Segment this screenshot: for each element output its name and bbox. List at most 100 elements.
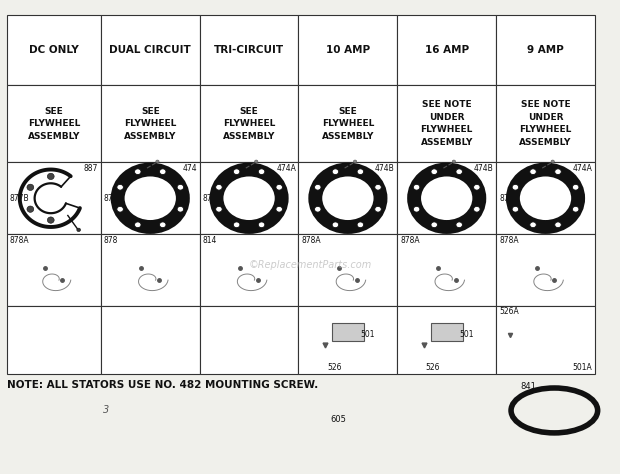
Bar bbox=[496, 234, 595, 306]
Ellipse shape bbox=[177, 184, 184, 190]
Text: 474: 474 bbox=[182, 164, 197, 173]
Text: NOTE: ALL STATORS USE NO. 482 MOUNTING SCREW.: NOTE: ALL STATORS USE NO. 482 MOUNTING S… bbox=[7, 380, 318, 390]
Bar bbox=[101, 162, 200, 234]
Text: 526: 526 bbox=[327, 363, 342, 372]
Text: 3: 3 bbox=[103, 405, 109, 415]
Ellipse shape bbox=[456, 222, 463, 228]
Ellipse shape bbox=[135, 222, 141, 228]
Ellipse shape bbox=[357, 222, 364, 228]
Bar bbox=[431, 322, 463, 340]
Text: 841: 841 bbox=[520, 382, 536, 391]
Bar bbox=[200, 162, 298, 234]
Text: 526: 526 bbox=[426, 363, 440, 372]
Ellipse shape bbox=[357, 169, 364, 174]
Ellipse shape bbox=[551, 160, 554, 163]
Ellipse shape bbox=[529, 222, 536, 228]
Ellipse shape bbox=[216, 184, 222, 190]
Ellipse shape bbox=[27, 206, 33, 212]
Text: 474B: 474B bbox=[474, 164, 494, 173]
Text: TRI-CIRCUIT: TRI-CIRCUIT bbox=[214, 45, 284, 55]
Text: 474B: 474B bbox=[375, 164, 395, 173]
Text: SEE NOTE
UNDER
FLYWHEEL
ASSEMBLY: SEE NOTE UNDER FLYWHEEL ASSEMBLY bbox=[520, 100, 572, 147]
Ellipse shape bbox=[555, 222, 561, 228]
Ellipse shape bbox=[136, 186, 164, 210]
Ellipse shape bbox=[314, 184, 321, 190]
Bar bbox=[101, 15, 200, 85]
Text: 501: 501 bbox=[459, 330, 474, 339]
Text: 878: 878 bbox=[104, 236, 118, 245]
Bar bbox=[397, 162, 496, 234]
Text: 16 AMP: 16 AMP bbox=[425, 45, 469, 55]
Text: 877B: 877B bbox=[203, 194, 223, 203]
Ellipse shape bbox=[259, 169, 265, 174]
Bar bbox=[397, 234, 496, 306]
Ellipse shape bbox=[77, 228, 81, 232]
Ellipse shape bbox=[532, 186, 559, 210]
Ellipse shape bbox=[431, 222, 438, 228]
Ellipse shape bbox=[47, 217, 54, 223]
Text: DC ONLY: DC ONLY bbox=[29, 45, 79, 55]
Ellipse shape bbox=[512, 206, 519, 212]
Text: 605: 605 bbox=[330, 415, 346, 424]
Text: DUAL CIRCUIT: DUAL CIRCUIT bbox=[109, 45, 191, 55]
Text: 10 AMP: 10 AMP bbox=[326, 45, 370, 55]
Ellipse shape bbox=[414, 184, 420, 190]
Ellipse shape bbox=[456, 169, 463, 174]
Ellipse shape bbox=[414, 206, 420, 212]
Text: SEE
FLYWHEEL
ASSEMBLY: SEE FLYWHEEL ASSEMBLY bbox=[223, 107, 275, 141]
Bar bbox=[397, 85, 496, 162]
Ellipse shape bbox=[474, 184, 480, 190]
Bar bbox=[298, 85, 397, 162]
Ellipse shape bbox=[512, 184, 519, 190]
Bar bbox=[496, 306, 595, 374]
Ellipse shape bbox=[233, 169, 240, 174]
Ellipse shape bbox=[474, 206, 480, 212]
Ellipse shape bbox=[27, 184, 33, 191]
Text: 878A: 878A bbox=[10, 236, 30, 245]
Bar bbox=[397, 15, 496, 85]
Ellipse shape bbox=[452, 160, 456, 163]
Ellipse shape bbox=[233, 222, 240, 228]
Ellipse shape bbox=[334, 186, 361, 210]
Bar bbox=[298, 15, 397, 85]
Text: 877B: 877B bbox=[10, 194, 30, 203]
Ellipse shape bbox=[177, 206, 184, 212]
Text: SEE NOTE
UNDER
FLYWHEEL
ASSEMBLY: SEE NOTE UNDER FLYWHEEL ASSEMBLY bbox=[420, 100, 473, 147]
Ellipse shape bbox=[235, 186, 263, 210]
Text: 474A: 474A bbox=[573, 164, 593, 173]
Bar bbox=[298, 234, 397, 306]
Bar bbox=[496, 162, 595, 234]
Bar bbox=[496, 15, 595, 85]
Text: 814: 814 bbox=[203, 236, 217, 245]
Ellipse shape bbox=[314, 206, 321, 212]
Ellipse shape bbox=[555, 169, 561, 174]
Ellipse shape bbox=[156, 160, 159, 163]
Text: 878A: 878A bbox=[301, 236, 321, 245]
Ellipse shape bbox=[216, 206, 222, 212]
Ellipse shape bbox=[433, 186, 461, 210]
Ellipse shape bbox=[353, 160, 356, 163]
Ellipse shape bbox=[117, 206, 123, 212]
Ellipse shape bbox=[159, 222, 166, 228]
Text: ©ReplacementParts.com: ©ReplacementParts.com bbox=[249, 260, 371, 270]
Text: SEE
FLYWHEEL
ASSEMBLY: SEE FLYWHEEL ASSEMBLY bbox=[124, 107, 177, 141]
Ellipse shape bbox=[117, 184, 123, 190]
Text: SEE
FLYWHEEL
ASSEMBLY: SEE FLYWHEEL ASSEMBLY bbox=[28, 107, 80, 141]
Bar bbox=[298, 306, 397, 374]
Bar bbox=[298, 162, 397, 234]
Bar bbox=[101, 306, 200, 374]
Ellipse shape bbox=[529, 169, 536, 174]
Bar bbox=[496, 85, 595, 162]
Bar bbox=[200, 234, 298, 306]
Ellipse shape bbox=[374, 206, 381, 212]
Ellipse shape bbox=[374, 184, 381, 190]
Text: 887: 887 bbox=[84, 164, 99, 173]
Text: 9 AMP: 9 AMP bbox=[527, 45, 564, 55]
Bar bbox=[7, 306, 101, 374]
Ellipse shape bbox=[332, 169, 339, 174]
Ellipse shape bbox=[276, 184, 283, 190]
Text: SEE
FLYWHEEL
ASSEMBLY: SEE FLYWHEEL ASSEMBLY bbox=[322, 107, 374, 141]
Text: 526A: 526A bbox=[499, 308, 519, 317]
Bar bbox=[101, 234, 200, 306]
Text: 877: 877 bbox=[104, 194, 118, 203]
